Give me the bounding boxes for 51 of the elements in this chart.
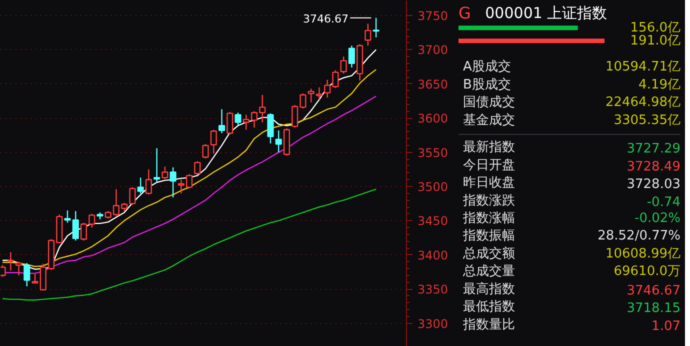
annotation: G <box>458 3 471 22</box>
text: 3305.35亿 <box>614 112 681 128</box>
category-label: 指数振幅 <box>462 228 515 244</box>
annotation: 3746.67 <box>302 12 348 26</box>
text: 22464.98亿 <box>605 95 680 110</box>
y-tick-label: 3350 <box>418 282 448 297</box>
category-label: 昨日收盘 <box>462 176 515 191</box>
category-label: 指数涨跌 <box>462 193 515 208</box>
text: 28.52/0.77% <box>598 228 681 244</box>
y-tick-label: 3750 <box>418 9 448 24</box>
category-label: 总成交额 <box>462 245 515 262</box>
text: 3728.49 <box>626 159 681 174</box>
text: 3718.15 <box>626 301 681 316</box>
category-label: B股成交 <box>462 76 511 92</box>
y-tick-label: 3550 <box>418 146 448 160</box>
candlestick <box>7 252 14 272</box>
category-label: 指数量比 <box>462 317 515 332</box>
y-tick-label: 3650 <box>418 77 448 92</box>
y-tick-label: 3400 <box>418 248 448 262</box>
line-series <box>2 188 377 301</box>
data-label: 156.0亿 <box>630 20 680 36</box>
candlestick <box>316 86 322 100</box>
text: 69610.0万 <box>614 264 681 280</box>
chart-title: 000001 上证指数 <box>485 4 608 22</box>
data-label: 191.0亿 <box>630 33 680 48</box>
y-tick-label: 3450 <box>418 214 448 228</box>
text: 10594.71亿 <box>605 60 680 75</box>
candlestick <box>154 148 160 182</box>
text: 1.07 <box>652 318 681 334</box>
category-label: 今日开盘 <box>462 158 515 173</box>
y-tick-label: 3500 <box>418 180 448 194</box>
y-tick-label: 3700 <box>418 43 448 58</box>
category-label: 最高指数 <box>462 280 515 297</box>
category-label: 最新指数 <box>462 140 515 156</box>
text: 3727.29 <box>626 142 681 157</box>
text: 4.19亿 <box>638 77 681 92</box>
text: 3746.67 <box>626 283 681 298</box>
category-label: 最低指数 <box>462 300 515 315</box>
category-label: 总成交量 <box>462 263 515 280</box>
text: 3728.03 <box>626 177 681 192</box>
category-label: 国债成交 <box>462 94 515 110</box>
category-label: 基金成交 <box>462 112 515 128</box>
y-tick-label: 3600 <box>418 112 448 126</box>
text: -0.74 <box>646 194 681 210</box>
category-label: 指数涨幅 <box>462 211 515 226</box>
candlestick <box>218 108 226 134</box>
category-label: A股成交 <box>462 58 511 75</box>
y-tick-label: 3300 <box>418 316 448 331</box>
candlestick <box>348 45 355 68</box>
text: -0.02% <box>634 211 681 226</box>
text: 10608.99亿 <box>605 246 680 262</box>
